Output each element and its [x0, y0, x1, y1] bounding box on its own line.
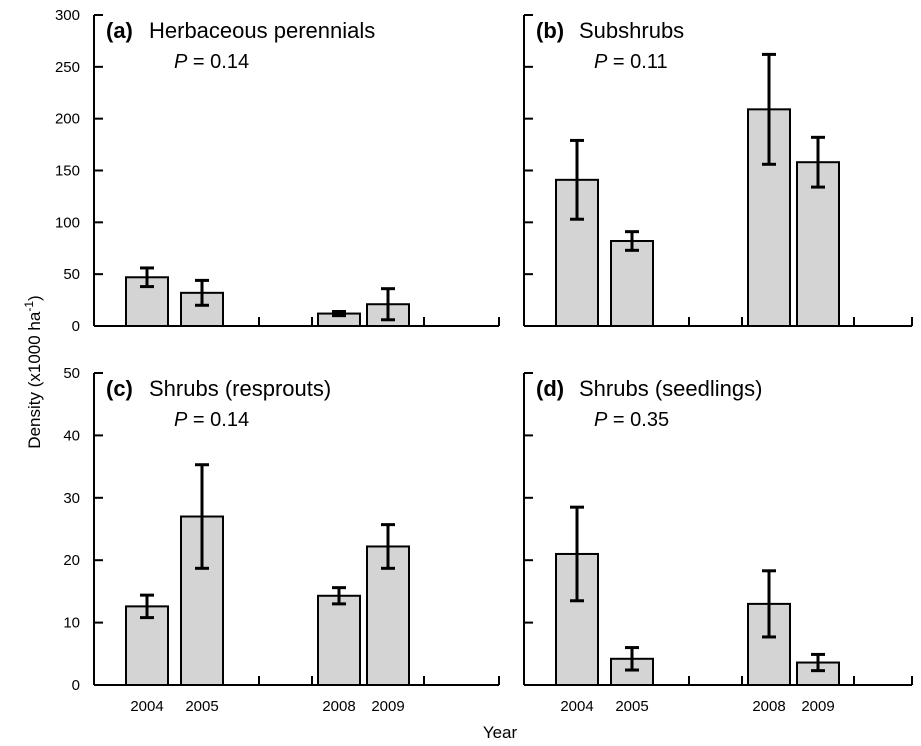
x-tick-label: 2008 [322, 698, 355, 715]
y-tick-label: 0 [72, 677, 80, 694]
x-tick-label: 2005 [185, 698, 218, 715]
panel-c: 0 10 20 30 40 50 2004 2005 2008 2009 (c) Shrubs (re… [63, 365, 500, 715]
panel-letter: (b) [536, 18, 564, 43]
p-value: P = 0.11 [594, 51, 668, 73]
y-tick-label: 40 [63, 427, 80, 444]
x-tick-label: 2008 [752, 698, 785, 715]
x-tick-label: 2004 [130, 698, 163, 715]
y-tick-label: 200 [55, 111, 80, 128]
panel-title: Subshrubs [579, 18, 684, 43]
panel-title: Shrubs (resprouts) [149, 376, 331, 401]
x-axis-title: Year [483, 723, 518, 742]
panel-b: (b) Subshrubs P = 0.11 [523, 14, 913, 327]
y-tick-label: 0 [72, 318, 80, 335]
p-value: P = 0.35 [594, 409, 669, 431]
panel-letter: (c) [106, 376, 133, 401]
y-tick-label: 50 [63, 365, 80, 382]
bar-2009 [796, 161, 840, 327]
panel-a: 0 50 100 150 200 250 300 (a) Herbaceous perennia… [55, 7, 500, 335]
x-tick-label: 2009 [371, 698, 404, 715]
x-tick-label: 2009 [801, 698, 834, 715]
y-tick-label: 50 [63, 266, 80, 283]
panel-letter: (a) [106, 18, 133, 43]
y-tick-label: 300 [55, 7, 80, 24]
bar-2004 [125, 276, 169, 328]
y-axis-title: Density (x1000 ha-1) [22, 295, 44, 448]
panel-letter: (d) [536, 376, 564, 401]
y-tick-label: 20 [63, 552, 80, 569]
p-value: P = 0.14 [174, 51, 249, 73]
y-tick-label: 150 [55, 163, 80, 180]
y-tick-label: 100 [55, 214, 80, 231]
p-value: P = 0.14 [174, 409, 249, 431]
panel-d: 2004 2005 2008 2009 (d) Shrubs (seedlings) P =… [523, 372, 913, 715]
panel-title: Shrubs (seedlings) [579, 376, 762, 401]
y-tick-label: 250 [55, 59, 80, 76]
y-tick-label: 30 [63, 490, 80, 507]
panel-title: Herbaceous perennials [149, 18, 375, 43]
bar-2005 [610, 239, 654, 327]
bar-2008 [317, 594, 361, 687]
x-tick-label: 2004 [560, 698, 593, 715]
y-tick-label: 10 [63, 615, 80, 632]
x-tick-label: 2005 [615, 698, 648, 715]
